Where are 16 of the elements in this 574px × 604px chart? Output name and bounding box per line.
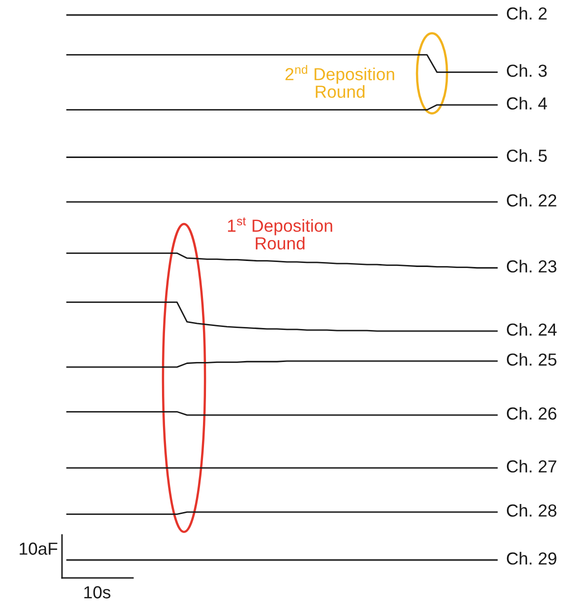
- series-label: Ch. 28: [506, 504, 556, 517]
- series-label: Ch. 4: [506, 96, 547, 110]
- series-label: Ch. 26: [506, 406, 556, 420]
- series-label: Ch. 27: [506, 460, 556, 473]
- series-label: Ch. 5: [506, 149, 547, 162]
- series-label: Ch. 23: [506, 260, 556, 273]
- series-label: Ch. 22: [506, 194, 556, 207]
- annotation: 2$^{nd}$ Deposition Round: [285, 64, 394, 98]
- series-label: Ch. 3: [506, 64, 547, 77]
- text: 10s: [84, 586, 110, 598]
- series-label: Ch. 29: [506, 552, 556, 565]
- text: 10aF: [20, 542, 58, 555]
- series-label: Ch. 25: [506, 352, 556, 366]
- series-label: Ch. 2: [506, 6, 547, 20]
- series-label: Ch. 24: [506, 323, 557, 336]
- annotation: 1$^{st}$ Deposition Round: [228, 217, 332, 250]
